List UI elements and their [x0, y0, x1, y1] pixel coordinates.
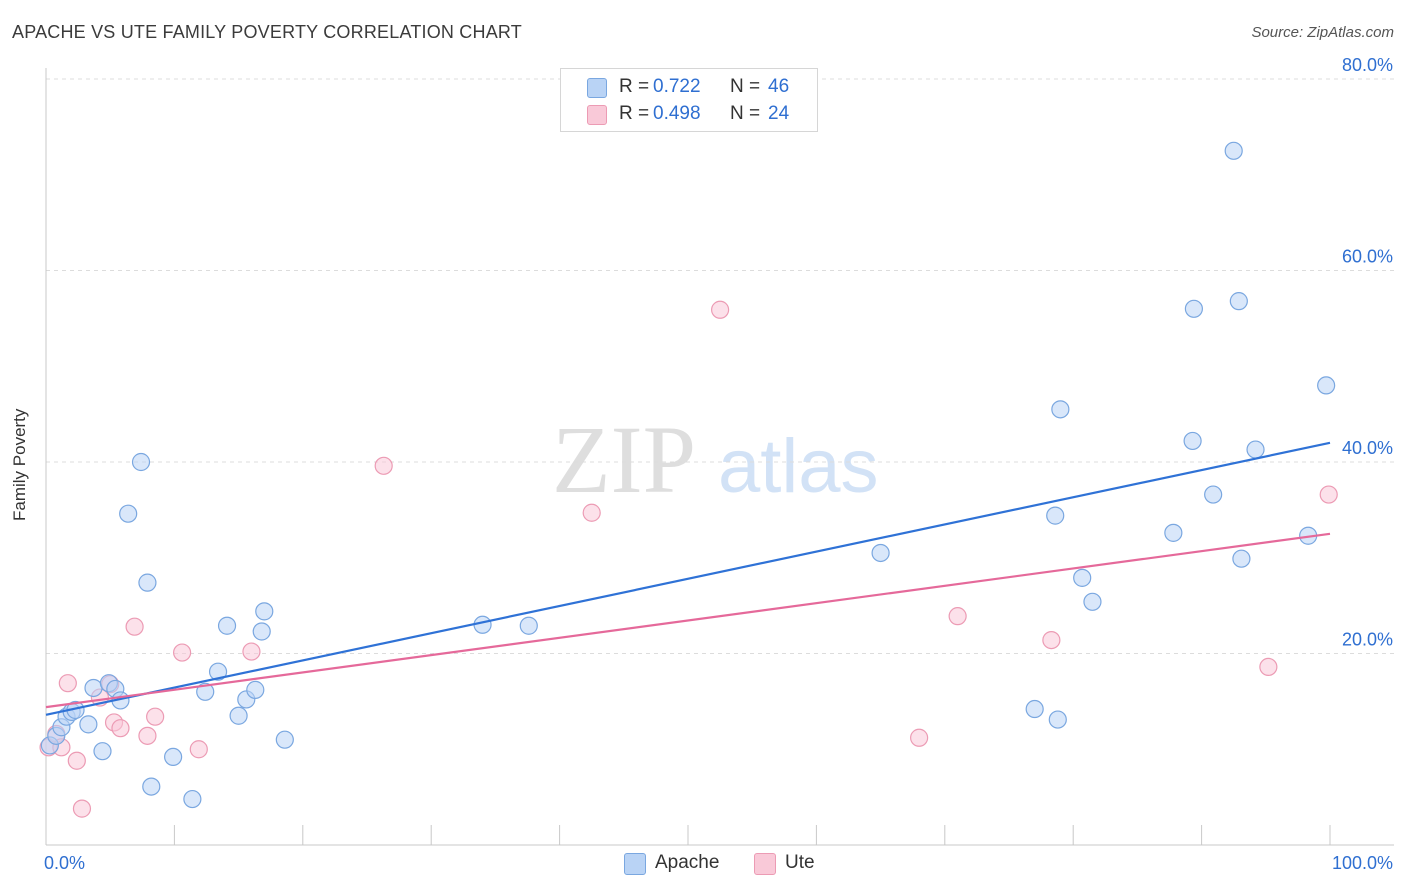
apache-point [1224, 141, 1243, 160]
apache-point [84, 678, 103, 698]
y-tick-label: 80.0% [1342, 55, 1393, 75]
ute-trend-line [45, 532, 1331, 709]
ute-point [173, 643, 192, 662]
apache-r-value: 0.722 [653, 76, 701, 97]
legend-ute-swatch [754, 853, 776, 875]
apache-point [93, 742, 112, 761]
apache-point [246, 680, 265, 699]
stats-box: R = 0.722 N = 46 R = 0.498 N = 24 [560, 68, 818, 132]
apache-point [1229, 292, 1248, 311]
y-tick-label: 20.0% [1342, 630, 1393, 650]
ute-point [582, 503, 601, 522]
ute-swatch [587, 105, 607, 125]
ute-point [146, 707, 165, 726]
apache-point [1164, 523, 1183, 542]
ute-point [1259, 657, 1278, 677]
apache-trend-line [45, 441, 1331, 716]
ute-point [138, 726, 157, 745]
apache-point [1184, 299, 1203, 318]
apache-n-value: 46 [768, 76, 790, 97]
ute-point [910, 728, 929, 747]
apache-point [1317, 376, 1336, 395]
ute-point [1319, 485, 1338, 504]
ute-point [58, 674, 77, 693]
ute-point [374, 456, 393, 475]
apache-point [1204, 485, 1223, 504]
apache-point [252, 622, 271, 641]
ute-point [67, 751, 86, 770]
ute-point [710, 300, 730, 319]
source-label: Source: ZipAtlas.com [1251, 24, 1394, 41]
ute-point [72, 799, 92, 818]
y-tick-label: 60.0% [1342, 247, 1393, 267]
legend-apache-label: Apache [655, 852, 720, 873]
apache-point [208, 662, 228, 681]
apache-point [1083, 592, 1102, 611]
y-axis-label: Family Poverty [10, 408, 29, 521]
watermark-atlas: atlas [718, 424, 879, 509]
apache-point [519, 616, 538, 635]
apache-point [1046, 506, 1065, 525]
x-tick-label: 100.0% [1332, 853, 1393, 873]
apache-point [1232, 549, 1251, 568]
apache-r-label: R = [619, 76, 650, 97]
chart-title: APACHE VS UTE FAMILY POVERTY CORRELATION… [12, 22, 522, 42]
apache-point [131, 452, 151, 472]
apache-point [119, 504, 138, 523]
ute-point [111, 719, 130, 738]
apache-point [142, 777, 161, 796]
x-tick-label: 0.0% [44, 853, 85, 873]
ute-r-value: 0.498 [653, 103, 701, 124]
ute-point [242, 642, 261, 661]
y-tick-label: 40.0% [1342, 438, 1393, 458]
watermark-zip: ZIP [552, 406, 696, 513]
ute-point [125, 617, 144, 636]
ute-point [948, 607, 967, 626]
apache-point [473, 615, 492, 634]
apache-point [196, 682, 215, 701]
apache-point [229, 706, 248, 725]
ute-point [1042, 630, 1061, 650]
apache-point [1073, 568, 1092, 587]
apache-point [871, 543, 890, 563]
apache-n-label: N = [730, 76, 761, 97]
legend-ute-label: Ute [785, 852, 815, 873]
ute-n-value: 24 [768, 103, 790, 124]
ute-n-label: N = [730, 103, 761, 124]
apache-point [217, 616, 237, 635]
apache-point [79, 715, 98, 734]
apache-point [138, 573, 157, 592]
apache-swatch [587, 78, 607, 98]
apache-point [1246, 440, 1265, 459]
apache-point [1048, 710, 1067, 729]
apache-point [1051, 400, 1070, 419]
legend-apache-swatch [624, 853, 646, 875]
ute-r-label: R = [619, 103, 650, 124]
apache-point [255, 602, 274, 621]
apache-point [164, 747, 183, 767]
apache-point [183, 789, 202, 809]
apache-point [275, 730, 294, 749]
ute-point [189, 740, 208, 759]
apache-point [1183, 431, 1202, 451]
apache-point [1025, 699, 1044, 719]
